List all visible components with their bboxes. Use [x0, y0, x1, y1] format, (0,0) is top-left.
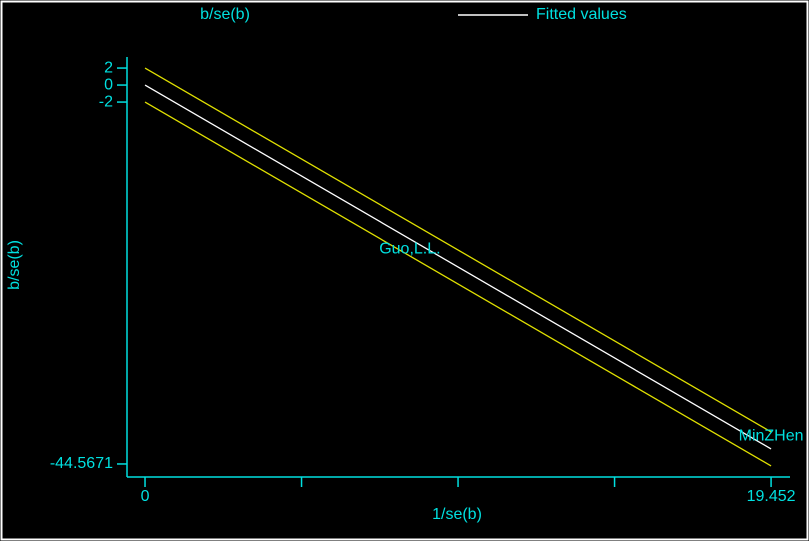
- legend-label: Fitted values: [536, 6, 627, 23]
- y-tick-label: 0: [104, 76, 113, 93]
- y-tick-label: 2: [104, 59, 113, 76]
- y-axis-label: b/se(b): [6, 240, 23, 290]
- x-axis-label: 1/se(b): [432, 506, 482, 523]
- legend-label: b/se(b): [200, 6, 250, 23]
- lower-band: [144, 101, 772, 467]
- point-label: Guo,L.L.: [379, 240, 440, 257]
- upper-band: [144, 67, 772, 433]
- x-tick-label: 19.452: [747, 488, 796, 505]
- fitted-line: [144, 84, 772, 450]
- point-label: MinZHen: [739, 427, 804, 444]
- y-tick-label: -2: [99, 93, 113, 110]
- x-tick-label: 0: [141, 488, 150, 505]
- y-tick-label: -44.5671: [50, 455, 113, 472]
